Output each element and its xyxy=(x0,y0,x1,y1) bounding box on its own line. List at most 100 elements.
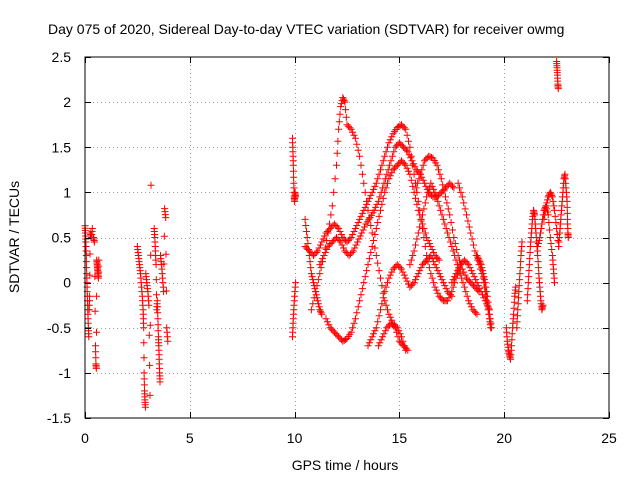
data-point xyxy=(403,277,411,285)
data-point xyxy=(457,188,465,196)
data-point xyxy=(409,182,417,190)
data-point xyxy=(405,151,413,159)
data-point xyxy=(474,253,482,261)
data-point xyxy=(91,307,99,315)
data-point xyxy=(331,175,339,183)
data-point xyxy=(95,262,103,270)
data-point xyxy=(484,306,492,314)
data-point xyxy=(428,246,436,253)
data-point xyxy=(353,309,361,317)
data-point xyxy=(361,273,369,281)
data-point xyxy=(325,321,333,329)
data-point xyxy=(524,279,532,287)
data-point xyxy=(483,297,491,305)
data-point xyxy=(427,252,435,259)
x-axis-label: GPS time / hours xyxy=(292,457,399,473)
data-point xyxy=(416,223,424,231)
data-point xyxy=(364,206,372,214)
data-point xyxy=(552,219,560,226)
data-point xyxy=(349,324,357,332)
data-point xyxy=(439,279,447,287)
data-point xyxy=(372,179,380,187)
data-point xyxy=(551,279,558,287)
data-point xyxy=(526,249,534,256)
data-point xyxy=(153,291,160,299)
data-point xyxy=(146,361,154,369)
data-point xyxy=(355,235,363,243)
data-point xyxy=(452,270,460,278)
data-point xyxy=(308,273,316,281)
data-point xyxy=(323,246,331,253)
data-point xyxy=(351,225,359,232)
data-point xyxy=(463,292,471,300)
data-point xyxy=(421,199,429,207)
data-point xyxy=(317,258,325,266)
data-point xyxy=(337,231,345,238)
data-point xyxy=(564,234,572,241)
data-point xyxy=(419,176,427,184)
data-point xyxy=(356,152,364,160)
data-point xyxy=(467,267,475,275)
data-point xyxy=(554,237,562,244)
data-point xyxy=(357,161,365,169)
data-point xyxy=(86,271,94,279)
data-point xyxy=(290,173,298,181)
data-point xyxy=(379,157,387,165)
data-point xyxy=(422,182,430,190)
data-point xyxy=(419,211,426,219)
y-tick-label: 0 xyxy=(63,275,71,291)
x-tick-label: 25 xyxy=(601,430,617,446)
data-point xyxy=(386,161,394,169)
data-point xyxy=(473,310,481,318)
data-point xyxy=(385,274,393,282)
data-point xyxy=(402,274,410,282)
data-point xyxy=(510,304,518,312)
data-point xyxy=(383,170,391,178)
data-point xyxy=(443,199,451,207)
data-point xyxy=(458,193,466,201)
data-point xyxy=(523,297,531,305)
data-point xyxy=(483,288,491,296)
data-point xyxy=(336,110,344,118)
data-point xyxy=(372,324,380,332)
data-point xyxy=(460,199,468,207)
data-point xyxy=(292,193,300,201)
data-point xyxy=(449,283,457,291)
data-point xyxy=(336,228,344,235)
data-point xyxy=(404,148,412,156)
data-point xyxy=(436,170,444,178)
data-point xyxy=(95,256,103,264)
data-point xyxy=(516,270,524,278)
data-point xyxy=(447,219,455,226)
data-point xyxy=(542,202,550,210)
data-point xyxy=(357,291,365,299)
data-point xyxy=(417,264,425,272)
data-point xyxy=(323,318,331,326)
data-point xyxy=(88,225,96,232)
data-point xyxy=(518,238,526,246)
data-point xyxy=(425,264,433,272)
data-point xyxy=(448,292,456,300)
data-point xyxy=(465,223,473,231)
data-point xyxy=(386,271,394,279)
data-point xyxy=(407,256,415,264)
data-point xyxy=(333,161,340,169)
data-point xyxy=(309,300,317,308)
data-point xyxy=(354,146,362,154)
data-point xyxy=(538,220,546,228)
data-point xyxy=(384,179,391,187)
data-point xyxy=(319,255,326,263)
data-point xyxy=(400,271,408,279)
data-point xyxy=(508,336,516,344)
data-point xyxy=(515,288,523,296)
data-point xyxy=(439,181,447,189)
data-point xyxy=(382,184,390,192)
data-point xyxy=(448,279,456,287)
data-point xyxy=(92,364,100,372)
data-point xyxy=(423,193,431,201)
data-point xyxy=(316,261,324,269)
x-tick-label: 5 xyxy=(186,430,194,446)
data-point xyxy=(540,215,548,223)
data-point xyxy=(547,190,555,198)
data-point xyxy=(333,149,341,157)
